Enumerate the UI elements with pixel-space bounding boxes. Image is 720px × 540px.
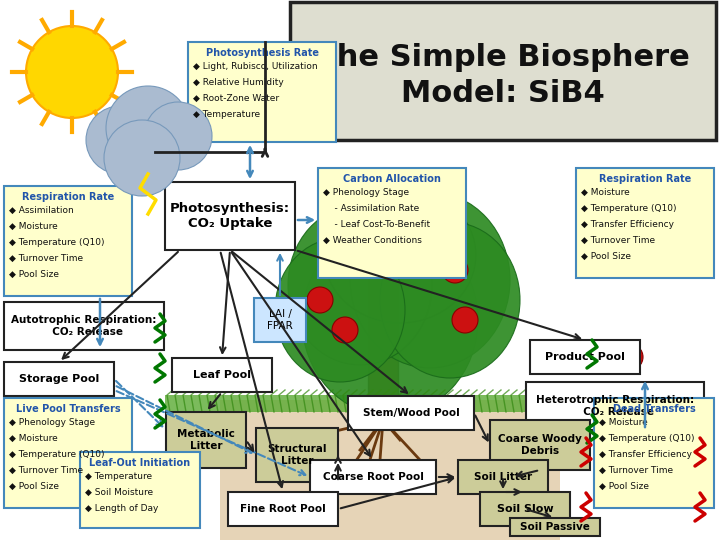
Text: Coarse Woody
Debris: Coarse Woody Debris [498,434,582,456]
Text: The Simple Biosphere: The Simple Biosphere [316,43,690,71]
Text: ◆ Moisture: ◆ Moisture [599,418,648,427]
Text: Respiration Rate: Respiration Rate [22,192,114,202]
FancyBboxPatch shape [310,460,436,494]
Text: Carbon Allocation: Carbon Allocation [343,174,441,184]
Text: ◆ Transfer Efficiency: ◆ Transfer Efficiency [581,220,674,229]
FancyBboxPatch shape [4,398,132,508]
Ellipse shape [324,187,476,323]
Text: ◆ Phenology Stage: ◆ Phenology Stage [323,188,409,197]
Circle shape [397,227,423,253]
FancyBboxPatch shape [256,428,338,482]
FancyBboxPatch shape [594,398,714,508]
Text: - Leaf Cost-To-Benefit: - Leaf Cost-To-Benefit [323,220,430,229]
FancyBboxPatch shape [228,492,338,526]
Text: ◆ Temperature (Q10): ◆ Temperature (Q10) [581,204,677,213]
Text: ◆ Temperature (Q10): ◆ Temperature (Q10) [599,434,695,443]
Text: Fine Root Pool: Fine Root Pool [240,504,326,514]
FancyBboxPatch shape [490,420,590,470]
FancyBboxPatch shape [526,382,704,430]
Circle shape [86,106,154,174]
Text: ◆ Temperature (Q10): ◆ Temperature (Q10) [9,238,104,247]
Text: ◆ Turnover Time: ◆ Turnover Time [9,466,83,475]
Circle shape [332,317,358,343]
FancyBboxPatch shape [348,396,474,430]
Text: LAI /
FPAR: LAI / FPAR [267,309,293,331]
Ellipse shape [350,192,510,368]
Circle shape [617,344,643,370]
Text: ◆ Weather Conditions: ◆ Weather Conditions [323,236,422,245]
Polygon shape [220,400,560,540]
Text: ◆ Moisture: ◆ Moisture [9,434,58,443]
Text: Autotrophic Respiration:
  CO₂ Release: Autotrophic Respiration: CO₂ Release [12,315,157,337]
Text: ◆ Pool Size: ◆ Pool Size [9,270,59,279]
Text: Leaf-Out Initiation: Leaf-Out Initiation [89,458,191,468]
FancyBboxPatch shape [458,460,548,494]
Circle shape [104,120,180,196]
FancyBboxPatch shape [530,340,640,374]
FancyBboxPatch shape [576,168,714,278]
Text: ◆ Temperature (Q10): ◆ Temperature (Q10) [9,450,104,459]
FancyBboxPatch shape [480,492,570,526]
FancyBboxPatch shape [4,186,132,296]
Text: ◆ Turnover Time: ◆ Turnover Time [599,466,673,475]
Text: Soil Litter: Soil Litter [474,472,532,482]
Text: ◆ Pool Size: ◆ Pool Size [599,482,649,491]
FancyBboxPatch shape [172,358,272,392]
Circle shape [307,287,333,313]
Text: Model: SiB4: Model: SiB4 [401,78,605,107]
FancyBboxPatch shape [254,298,306,342]
Text: Metabolic
Litter: Metabolic Litter [177,429,235,451]
Ellipse shape [302,224,478,416]
Text: Dead Transfers: Dead Transfers [613,404,696,414]
Circle shape [26,26,118,118]
FancyBboxPatch shape [165,182,295,250]
FancyBboxPatch shape [4,362,114,396]
Text: Storage Pool: Storage Pool [19,374,99,384]
Text: Structural
Litter: Structural Litter [267,444,327,466]
Text: ◆ Pool Size: ◆ Pool Size [581,252,631,261]
Text: Soil Slow: Soil Slow [497,504,553,514]
Text: ◆ Turnover Time: ◆ Turnover Time [9,254,83,263]
Text: Product Pool: Product Pool [545,352,625,362]
Circle shape [106,86,190,170]
FancyBboxPatch shape [318,168,466,278]
Polygon shape [165,395,535,412]
Text: ◆ Root-Zone Water: ◆ Root-Zone Water [193,94,279,103]
FancyBboxPatch shape [290,2,716,140]
Text: ◆ Moisture: ◆ Moisture [9,222,58,231]
Ellipse shape [275,238,405,382]
FancyBboxPatch shape [80,452,200,528]
Text: Soil Passive: Soil Passive [520,522,590,532]
Text: Coarse Root Pool: Coarse Root Pool [323,472,423,482]
FancyBboxPatch shape [166,412,246,468]
FancyBboxPatch shape [510,518,600,536]
Text: Respiration Rate: Respiration Rate [599,174,691,184]
Text: Photosynthesis:
CO₂ Uptake: Photosynthesis: CO₂ Uptake [170,202,290,230]
Text: ◆ Moisture: ◆ Moisture [581,188,630,197]
Text: ◆ Turnover Time: ◆ Turnover Time [581,236,655,245]
Text: ◆ Temperature: ◆ Temperature [85,472,152,481]
Text: ◆ Relative Humidity: ◆ Relative Humidity [193,78,284,87]
Text: ◆ Soil Moisture: ◆ Soil Moisture [85,488,153,497]
Text: Live Pool Transfers: Live Pool Transfers [16,404,120,414]
Ellipse shape [380,222,520,378]
Text: Leaf Pool: Leaf Pool [193,370,251,380]
Text: ◆ Length of Day: ◆ Length of Day [85,504,158,513]
Text: ◆ Pool Size: ◆ Pool Size [9,482,59,491]
Text: ◆ Transfer Efficiency: ◆ Transfer Efficiency [599,450,692,459]
Circle shape [452,307,478,333]
Text: ◆ Light, Rubisco, Utilization: ◆ Light, Rubisco, Utilization [193,62,318,71]
FancyBboxPatch shape [4,302,164,350]
Circle shape [347,242,373,268]
Text: ◆ Temperature: ◆ Temperature [193,110,260,119]
Text: Photosynthesis Rate: Photosynthesis Rate [205,48,318,58]
Polygon shape [368,254,398,420]
Circle shape [144,102,212,170]
Text: Stem/Wood Pool: Stem/Wood Pool [363,408,459,418]
Text: Heterotrophic Respiration:
  CO₂ Release: Heterotrophic Respiration: CO₂ Release [536,395,694,417]
Text: ◆ Assimilation: ◆ Assimilation [9,206,73,215]
Text: - Assimilation Rate: - Assimilation Rate [323,204,419,213]
Ellipse shape [288,205,432,365]
FancyBboxPatch shape [188,42,336,142]
